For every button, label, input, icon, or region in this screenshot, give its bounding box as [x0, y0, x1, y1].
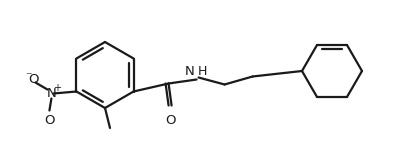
Text: O: O: [44, 114, 55, 127]
Text: O: O: [165, 113, 176, 127]
Text: N: N: [47, 87, 56, 100]
Text: ⁻: ⁻: [25, 70, 32, 83]
Text: O: O: [28, 73, 39, 86]
Text: +: +: [53, 82, 61, 92]
Text: H: H: [198, 65, 207, 78]
Text: N: N: [185, 65, 194, 78]
